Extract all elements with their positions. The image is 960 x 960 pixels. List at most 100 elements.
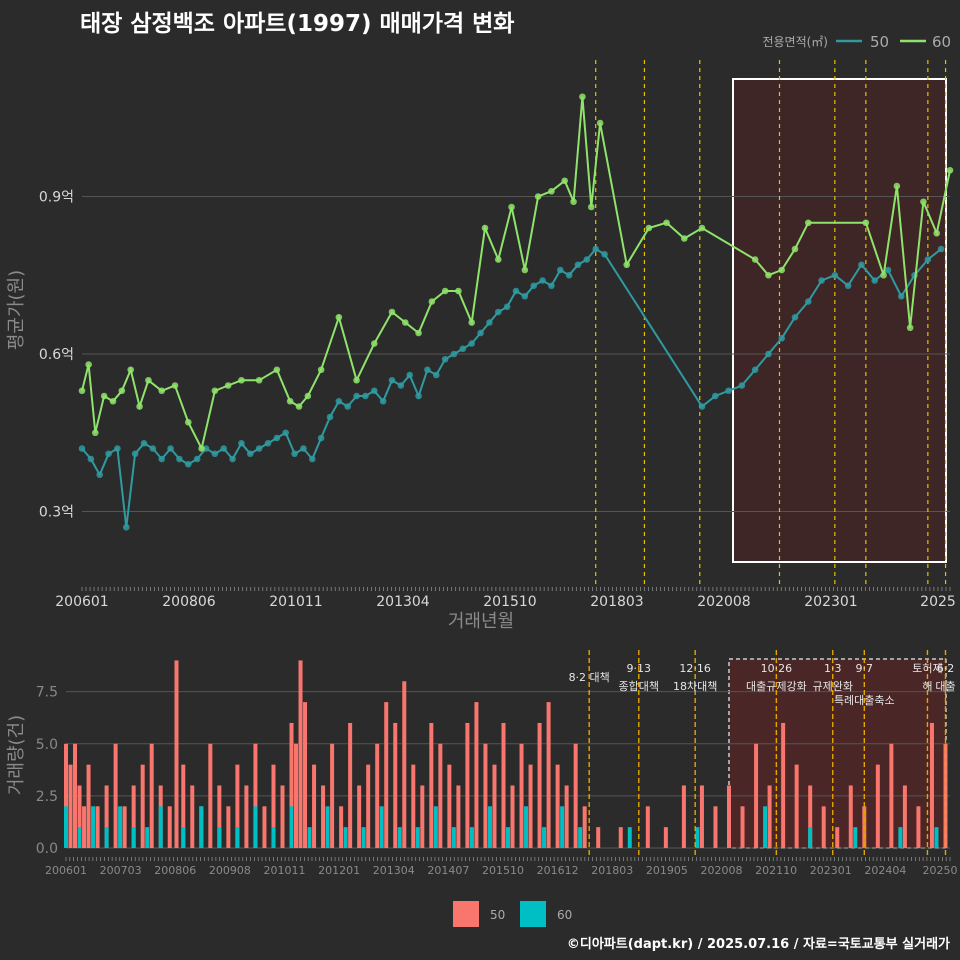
credit-line: ©디아파트(dapt.kr) / 2025.07.16 / 자료=국토교통부 실… [566, 937, 950, 952]
data-point [308, 455, 316, 463]
bar-50 [916, 806, 921, 848]
bar-60 [289, 806, 294, 848]
bar-50 [835, 827, 840, 848]
bar-50 [244, 785, 249, 848]
x-tick-label: 202301 [804, 594, 857, 610]
bar-60 [469, 827, 474, 848]
y-axis-label: 평균가(원) [6, 270, 27, 350]
bar-50 [519, 743, 524, 848]
legend-label-60: 60 [557, 908, 572, 922]
policy-annotation-sub: 대출규제강화 [746, 680, 807, 693]
legend-label-60: 60 [932, 33, 951, 51]
x-tick-label: 201011 [264, 864, 306, 877]
policy-annotation: 10·26 [761, 662, 793, 675]
bar-50 [699, 785, 704, 848]
bar-50 [298, 660, 303, 848]
data-point [441, 287, 449, 295]
bar-50 [77, 785, 82, 848]
bar-50 [384, 702, 389, 848]
data-point [273, 366, 281, 374]
data-point [255, 376, 263, 384]
data-point [282, 429, 290, 437]
data-point [238, 376, 245, 384]
bar-50 [821, 806, 826, 848]
bar-60 [271, 827, 276, 848]
bar-60 [104, 827, 109, 848]
bar-50 [889, 743, 894, 848]
data-point [897, 292, 905, 300]
data-point [379, 397, 387, 405]
price-series [78, 93, 954, 531]
data-point [273, 434, 281, 442]
x-tick-label: 200806 [154, 864, 196, 877]
bar-50 [582, 806, 587, 848]
data-point [300, 445, 307, 452]
data-point [937, 245, 945, 253]
x-tick-label: 201510 [483, 594, 536, 610]
data-point [738, 382, 746, 389]
data-point [224, 382, 232, 389]
bar-50 [420, 785, 425, 848]
x-tick-label: 202110 [755, 864, 797, 877]
y-tick-labels: 0.0 2.5 5.0 7.5 [36, 685, 58, 857]
data-point [539, 277, 546, 284]
policy-annotation-sub: 규제완화 [812, 680, 852, 693]
bar-50 [149, 743, 154, 848]
data-point [114, 445, 121, 452]
data-point [645, 224, 653, 232]
bar-60 [415, 827, 420, 848]
bar-50 [573, 743, 578, 848]
bar-60 [131, 827, 136, 848]
data-point [459, 345, 467, 353]
data-point [623, 261, 631, 269]
bar-50 [86, 764, 91, 848]
data-point [167, 445, 174, 452]
data-point [698, 224, 706, 232]
y-tick-label: 7.5 [36, 685, 58, 701]
legend-swatch-60 [520, 901, 546, 927]
bar-50 [140, 764, 145, 848]
data-point [751, 256, 759, 263]
data-point [432, 371, 440, 379]
bar-50 [375, 743, 380, 848]
data-point [295, 403, 303, 410]
policy-annotation: 12·16 [679, 662, 711, 675]
bar-60 [524, 806, 529, 848]
data-point [765, 350, 772, 358]
data-point [87, 455, 95, 463]
data-point [100, 392, 108, 400]
data-point [406, 371, 414, 379]
x-tick-label: 201510 [482, 864, 524, 877]
data-point [238, 439, 245, 447]
highlight-range [728, 658, 947, 849]
bar-50 [483, 743, 488, 848]
data-point [880, 271, 887, 279]
data-point [893, 182, 901, 190]
bar-50 [226, 806, 231, 848]
data-point [198, 445, 205, 452]
data-point [317, 366, 325, 374]
x-tick-label: 200703 [100, 864, 142, 877]
x-tick-label: 202404 [864, 864, 906, 877]
y-tick-label: 0.6억 [39, 347, 74, 363]
bar-50 [235, 764, 240, 848]
data-point [579, 93, 586, 101]
legend-title: 전용면적(㎡) [762, 35, 828, 49]
x-tick-label: 201011 [269, 594, 322, 610]
data-point [149, 445, 157, 452]
y-tick-label: 0.0 [36, 841, 58, 857]
data-point [556, 266, 564, 274]
data-point [818, 277, 825, 284]
bar-50 [366, 764, 371, 848]
data-point [335, 313, 343, 321]
y-axis-label: 거래량(건) [6, 715, 27, 795]
bar-50 [330, 743, 335, 848]
bar-60 [763, 806, 768, 848]
data-point [858, 261, 865, 269]
bar-50 [167, 806, 172, 848]
bar-50 [280, 785, 285, 848]
data-point [335, 397, 343, 405]
data-point [176, 455, 183, 463]
data-point [791, 313, 799, 321]
data-point [286, 397, 294, 405]
